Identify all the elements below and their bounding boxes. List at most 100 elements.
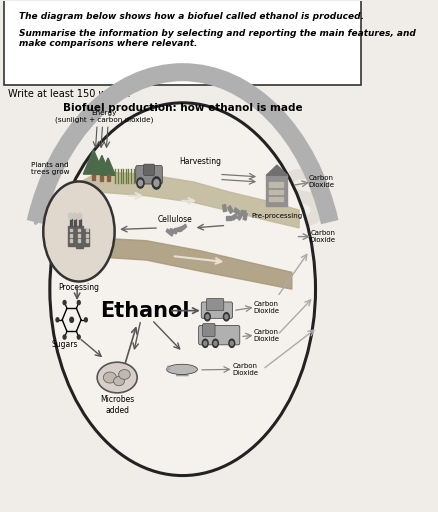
Bar [179,224,186,231]
Bar [231,214,237,220]
Text: Plants and
trees grow: Plants and trees grow [31,162,69,175]
Bar [274,197,277,201]
Polygon shape [176,369,188,376]
Bar [70,218,71,226]
FancyBboxPatch shape [202,324,215,337]
Text: Microbes
added: Microbes added [100,395,134,415]
FancyBboxPatch shape [201,302,232,318]
Text: IELTS: IELTS [110,168,329,242]
Bar [274,182,277,186]
Bar [74,217,76,226]
Bar [176,226,183,231]
Bar [78,239,80,242]
Bar [279,197,282,201]
Circle shape [77,301,80,305]
FancyBboxPatch shape [143,164,154,175]
Bar [173,228,180,231]
Bar [170,228,177,234]
Bar [76,226,82,248]
Bar [68,226,74,246]
Polygon shape [94,156,110,175]
FancyBboxPatch shape [198,326,239,345]
Circle shape [137,178,144,188]
Circle shape [154,180,159,186]
Bar [166,229,173,236]
Polygon shape [83,150,103,174]
Text: Sugars: Sugars [51,340,78,349]
Text: Carbon
Dioxide: Carbon Dioxide [307,176,333,188]
Bar [70,234,72,237]
Bar [79,219,81,226]
Bar [266,175,287,206]
Text: Carbon
Dioxide: Carbon Dioxide [232,363,258,376]
Bar [233,208,239,215]
FancyBboxPatch shape [135,165,162,184]
Circle shape [68,213,73,219]
Ellipse shape [166,364,197,374]
Polygon shape [101,158,115,175]
Circle shape [230,342,233,346]
Bar [70,229,72,231]
Text: The diagram below shows how a biofuel called ethanol is produced.: The diagram below shows how a biofuel ca… [19,12,363,21]
Text: Biofuel production: how ethanol is made: Biofuel production: how ethanol is made [63,103,302,113]
Text: Summarise the information by selecting and reporting the main features, and
make: Summarise the information by selecting a… [19,29,415,48]
Polygon shape [63,238,291,289]
Ellipse shape [118,370,130,379]
Bar [268,197,272,201]
Text: Write at least 150 words.: Write at least 150 words. [8,89,130,99]
Circle shape [202,339,208,348]
Bar [86,239,88,242]
Text: Ethanol: Ethanol [99,301,189,321]
Text: Pre-processing: Pre-processing [251,212,302,219]
Circle shape [84,318,87,322]
Circle shape [56,318,59,322]
Circle shape [205,315,208,319]
Text: Carbon
Dioxide: Carbon Dioxide [309,230,335,243]
Text: Carbon
Dioxide: Carbon Dioxide [253,301,279,313]
Circle shape [73,213,77,219]
Circle shape [63,301,66,305]
Circle shape [204,313,210,321]
Text: Carbon
Dioxide: Carbon Dioxide [253,329,279,342]
Circle shape [203,342,206,346]
Circle shape [78,213,81,219]
Bar [86,234,88,237]
Bar [226,216,230,220]
Ellipse shape [113,376,124,386]
Polygon shape [266,165,287,175]
Circle shape [224,315,227,319]
Bar [100,175,103,181]
Bar [240,210,245,215]
Circle shape [223,313,229,321]
Circle shape [77,335,80,339]
Circle shape [70,317,73,323]
Bar [70,239,72,242]
Bar [243,213,247,220]
Bar [92,174,95,180]
Ellipse shape [97,362,137,393]
FancyBboxPatch shape [206,298,223,311]
Bar [78,229,80,231]
Circle shape [152,177,160,189]
Text: Energy
(sunlight + carbon dioxide): Energy (sunlight + carbon dioxide) [55,110,153,123]
Bar [106,175,109,181]
Circle shape [228,339,234,348]
Bar [237,212,242,220]
Circle shape [43,181,114,282]
Polygon shape [63,172,298,228]
FancyBboxPatch shape [4,0,360,85]
Circle shape [213,342,216,346]
Ellipse shape [103,372,116,383]
Bar [227,206,233,214]
Bar [279,189,282,194]
Bar [86,229,88,231]
Bar [222,204,226,212]
Circle shape [50,103,315,476]
Bar [268,182,272,186]
Bar [78,234,80,237]
Text: Cellulose: Cellulose [158,216,192,224]
Bar [279,182,282,186]
Circle shape [63,335,66,339]
Polygon shape [166,365,170,369]
Bar [268,189,272,194]
